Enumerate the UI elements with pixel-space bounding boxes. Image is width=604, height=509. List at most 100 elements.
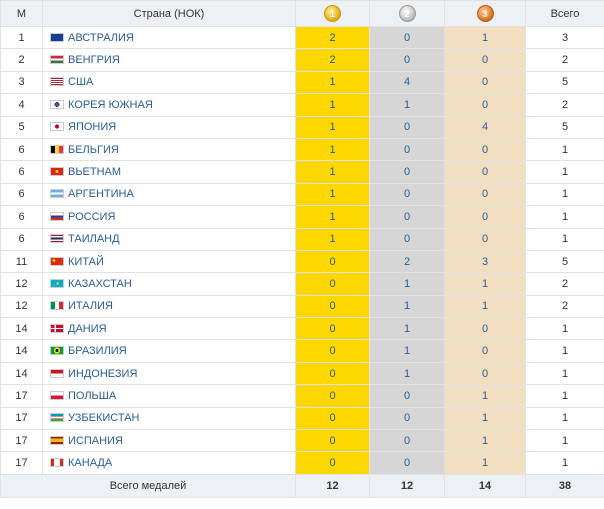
totals-total: 38 bbox=[525, 473, 604, 498]
country-link[interactable]: ИСПАНИЯ bbox=[68, 434, 123, 447]
silver-cell: 0 bbox=[369, 182, 445, 207]
rank-cell: 17 bbox=[0, 406, 43, 431]
bronze-cell: 0 bbox=[444, 227, 526, 251]
bronze-cell: 4 bbox=[444, 115, 526, 139]
kazakhstan-flag-icon bbox=[50, 278, 64, 288]
country-cell: УЗБЕКИСТАН bbox=[42, 406, 296, 431]
country-link[interactable]: РОССИЯ bbox=[68, 210, 116, 223]
country-link[interactable]: АРГЕНТИНА bbox=[68, 188, 134, 201]
silver-cell: 1 bbox=[369, 317, 445, 341]
country-link[interactable]: ПОЛЬША bbox=[68, 389, 117, 402]
country-link[interactable]: БЕЛЬГИЯ bbox=[68, 143, 119, 156]
country-link[interactable]: ВЕНГРИЯ bbox=[68, 54, 120, 67]
table-row: 12 КАЗАХСТАН 0 1 1 2 bbox=[0, 272, 604, 296]
country-cell: ВЕНГРИЯ bbox=[42, 48, 296, 72]
table-row: 4 КОРЕЯ ЮЖНАЯ 1 1 0 2 bbox=[0, 93, 604, 117]
silver-cell: 0 bbox=[369, 451, 445, 475]
bronze-cell: 0 bbox=[444, 205, 526, 229]
bronze-cell: 0 bbox=[444, 70, 526, 95]
rank-cell: 6 bbox=[0, 160, 43, 184]
country-cell: ИНДОНЕЗИЯ bbox=[42, 361, 296, 386]
country-cell: ДАНИЯ bbox=[42, 317, 296, 341]
table-row: 14 БРАЗИЛИЯ 0 1 0 1 bbox=[0, 339, 604, 363]
silver-cell: 1 bbox=[369, 339, 445, 363]
bronze-cell: 1 bbox=[444, 272, 526, 296]
silver-cell: 0 bbox=[369, 137, 445, 162]
gold-cell: 0 bbox=[295, 249, 370, 274]
table-row: 12 ИТАЛИЯ 0 1 1 2 bbox=[0, 294, 604, 319]
country-cell: ИТАЛИЯ bbox=[42, 294, 296, 319]
table-row: 2 ВЕНГРИЯ 2 0 0 2 bbox=[0, 48, 604, 72]
country-link[interactable]: БРАЗИЛИЯ bbox=[68, 345, 127, 358]
rank-cell: 6 bbox=[0, 205, 43, 229]
rank-cell: 1 bbox=[0, 25, 43, 50]
country-cell: КОРЕЯ ЮЖНАЯ bbox=[42, 93, 296, 117]
bronze-cell: 0 bbox=[444, 361, 526, 386]
gold-cell: 1 bbox=[295, 182, 370, 207]
gold-cell: 0 bbox=[295, 406, 370, 431]
silver-cell: 1 bbox=[369, 93, 445, 117]
total-cell: 1 bbox=[525, 160, 604, 184]
silver-cell: 1 bbox=[369, 294, 445, 319]
bronze-cell: 0 bbox=[444, 160, 526, 184]
silver-medal-icon: 2 bbox=[398, 5, 416, 22]
bronze-header: 3 bbox=[444, 0, 526, 27]
country-link[interactable]: ИНДОНЕЗИЯ bbox=[68, 367, 138, 380]
header-row: М Страна (НОК) 1 2 3 Всего bbox=[0, 0, 604, 27]
country-link[interactable]: АВСТРАЛИЯ bbox=[68, 31, 134, 44]
silver-cell: 4 bbox=[369, 70, 445, 95]
totals-row: Всего медалей 12 12 14 38 bbox=[0, 473, 604, 498]
country-link[interactable]: УЗБЕКИСТАН bbox=[68, 412, 140, 425]
bronze-cell: 0 bbox=[444, 93, 526, 117]
total-cell: 1 bbox=[525, 205, 604, 229]
silver-cell: 0 bbox=[369, 160, 445, 184]
total-cell: 5 bbox=[525, 249, 604, 274]
country-link[interactable]: КОРЕЯ ЮЖНАЯ bbox=[68, 98, 153, 111]
country-link[interactable]: ВЬЕТНАМ bbox=[68, 166, 122, 179]
belgium-flag-icon bbox=[50, 144, 64, 154]
silver-cell: 0 bbox=[369, 115, 445, 139]
country-link[interactable]: США bbox=[68, 76, 94, 89]
silver-cell: 0 bbox=[369, 227, 445, 251]
country-cell: КАЗАХСТАН bbox=[42, 272, 296, 296]
country-link[interactable]: КАЗАХСТАН bbox=[68, 277, 132, 290]
table-row: 1 АВСТРАЛИЯ 2 0 1 3 bbox=[0, 25, 604, 50]
table-row: 6 ВЬЕТНАМ 1 0 0 1 bbox=[0, 160, 604, 184]
bronze-cell: 0 bbox=[444, 317, 526, 341]
country-cell: ЯПОНИЯ bbox=[42, 115, 296, 139]
country-cell: ТАИЛАНД bbox=[42, 227, 296, 251]
bronze-cell: 1 bbox=[444, 294, 526, 319]
total-cell: 5 bbox=[525, 70, 604, 95]
country-link[interactable]: КИТАЙ bbox=[68, 255, 104, 268]
spain-flag-icon bbox=[50, 435, 64, 445]
rank-cell: 6 bbox=[0, 137, 43, 162]
gold-cell: 2 bbox=[295, 25, 370, 50]
totals-silver: 12 bbox=[369, 473, 445, 498]
gold-cell: 0 bbox=[295, 451, 370, 475]
total-cell: 1 bbox=[525, 227, 604, 251]
country-link[interactable]: ТАИЛАНД bbox=[68, 233, 120, 246]
country-link[interactable]: КАНАДА bbox=[68, 457, 113, 470]
country-cell: КАНАДА bbox=[42, 451, 296, 475]
table-row: 17 ИСПАНИЯ 0 0 1 1 bbox=[0, 429, 604, 453]
bronze-cell: 0 bbox=[444, 48, 526, 72]
totals-gold: 12 bbox=[295, 473, 370, 498]
country-cell: США bbox=[42, 70, 296, 95]
silver-cell: 1 bbox=[369, 361, 445, 386]
poland-flag-icon bbox=[50, 390, 64, 400]
usa-flag-icon bbox=[50, 77, 64, 87]
gold-medal-icon: 1 bbox=[324, 5, 341, 22]
medal-table: М Страна (НОК) 1 2 3 Всего 1 АВСТРАЛИЯ 2… bbox=[0, 0, 604, 498]
rank-cell: 6 bbox=[0, 227, 43, 251]
gold-cell: 2 bbox=[295, 48, 370, 72]
australia-flag-icon bbox=[50, 32, 64, 42]
country-link[interactable]: ЯПОНИЯ bbox=[68, 121, 117, 134]
silver-cell: 0 bbox=[369, 25, 445, 50]
country-link[interactable]: ИТАЛИЯ bbox=[68, 300, 113, 313]
country-link[interactable]: ДАНИЯ bbox=[68, 322, 107, 335]
total-cell: 1 bbox=[525, 429, 604, 453]
rank-cell: 2 bbox=[0, 48, 43, 72]
country-cell: ИСПАНИЯ bbox=[42, 429, 296, 453]
bronze-cell: 0 bbox=[444, 182, 526, 207]
gold-cell: 0 bbox=[295, 429, 370, 453]
